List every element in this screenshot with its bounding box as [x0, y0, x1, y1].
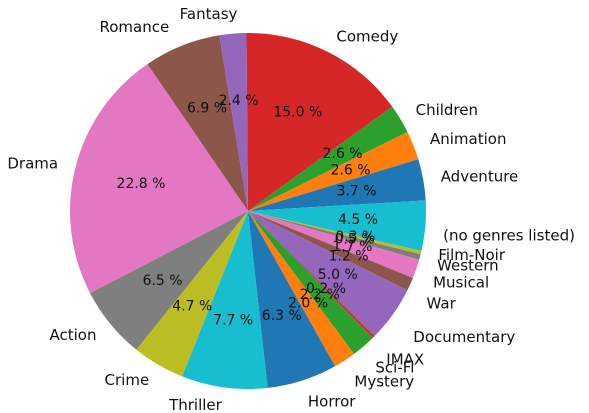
category-label-action: Action [50, 326, 97, 344]
slice-adventure [248, 159, 426, 211]
pct-label-children: 2.6 % [322, 146, 362, 162]
pct-label-imax: 0.2 % [306, 281, 346, 297]
category-label-crime: Crime [105, 371, 150, 389]
category-label-comedy: Comedy [336, 27, 398, 45]
category-label-drama: Drama [7, 154, 58, 172]
slice-no-genres-listed [248, 200, 426, 251]
slice-fantasy [219, 33, 248, 212]
slice-war [248, 211, 413, 291]
pct-label-documentary: 5.0 % [318, 267, 358, 283]
slice-horror [248, 211, 336, 388]
category-label-romance: Romance [99, 18, 169, 36]
pct-label-no-genres-listed: 4.5 % [338, 212, 378, 228]
pct-label-sci-fi: 2.2 % [300, 287, 340, 303]
pct-label-romance: 6.9 % [187, 101, 227, 117]
slice-thriller [182, 211, 268, 389]
pct-label-war: 1.2 % [329, 248, 369, 264]
slice-musical [248, 211, 420, 278]
percentage-labels: 15.0 % 2.6 %2.6 % 3.7 % 4.5 %0.3 %0.5 %1.7 … [117, 93, 378, 328]
pie-slices [70, 33, 426, 389]
pct-label-mystery: 2.0 % [288, 296, 328, 312]
category-label-war: War [427, 295, 457, 313]
pct-label-comedy: 15.0 % [273, 105, 322, 121]
pct-label-horror: 6.3 % [262, 308, 302, 324]
category-label-no-genres-listed: (no genres listed) [443, 226, 575, 244]
slice-western [248, 211, 421, 260]
pct-label-musical: 1.7 % [332, 239, 372, 255]
slice-romance [147, 35, 248, 212]
slice-mystery [248, 211, 355, 367]
pct-label-film-noir: 0.3 % [335, 229, 375, 245]
category-label-adventure: Adventure [441, 168, 519, 186]
category-label-film-noir: Film-Noir [438, 246, 505, 264]
pct-label-crime: 4.7 % [172, 298, 212, 314]
slice-documentary [248, 211, 408, 337]
slice-crime [136, 211, 248, 377]
pct-label-thriller: 7.7 % [213, 312, 253, 328]
pct-label-drama: 22.8 % [117, 176, 166, 192]
slice-drama [70, 64, 248, 294]
category-label-animation: Animation [430, 130, 506, 148]
category-label-fantasy: Fantasy [180, 5, 238, 23]
category-labels: Comedy Children Animation Adventure (no genr… [7, 5, 575, 413]
category-label-western: Western [437, 257, 499, 275]
slice-film-noir [248, 211, 422, 255]
category-label-musical: Musical [433, 274, 489, 292]
slice-comedy [246, 33, 393, 211]
category-label-children: Children [416, 101, 478, 119]
category-label-mystery: Mystery [354, 372, 414, 390]
slice-sci-fi [248, 211, 373, 354]
slice-action [90, 211, 248, 350]
pct-label-fantasy: 2.4 % [219, 93, 259, 109]
category-label-sci-fi: Sci-Fi [375, 359, 414, 377]
category-label-thriller: Thriller [168, 396, 223, 413]
slice-children [248, 106, 408, 211]
pct-label-western: 0.5 % [335, 232, 375, 248]
slice-animation [248, 131, 419, 211]
pct-label-adventure: 3.7 % [337, 184, 377, 200]
slice-imax [248, 211, 375, 338]
category-label-documentary: Documentary [413, 328, 515, 346]
category-label-horror: Horror [308, 392, 356, 410]
pct-label-animation: 2.6 % [331, 162, 371, 178]
pct-label-action: 6.5 % [143, 273, 183, 289]
category-label-imax: IMAX [386, 351, 424, 369]
